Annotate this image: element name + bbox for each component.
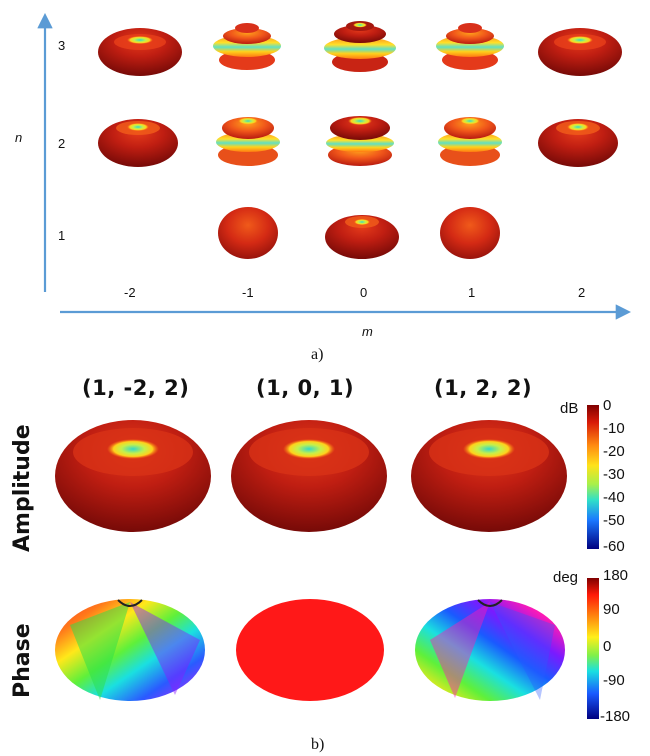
pattern-n1-m-1: [218, 207, 278, 259]
amp-tick-4: -40: [603, 489, 625, 506]
amp-tick-2: -20: [603, 443, 625, 460]
n-axis-label: n: [15, 130, 23, 145]
amp-tick-3: -30: [603, 466, 625, 483]
pattern-n3-m1: [436, 23, 504, 70]
phase-tick-180: 180: [603, 567, 629, 584]
amp-tick-5: -50: [603, 512, 625, 529]
caption-a: a): [311, 346, 324, 363]
pattern-n1-m1: [440, 207, 500, 259]
row-label-phase: Phase: [10, 623, 35, 698]
phase-tick-0: 0: [603, 638, 612, 655]
m-tick-minus1: -1: [242, 285, 254, 300]
phase-tick-90: 90: [603, 601, 620, 618]
caption-b: b): [311, 736, 325, 753]
phase-tick-minus180: -180: [600, 708, 631, 725]
pattern-n3-m2: [538, 28, 622, 76]
amplitude-pattern-2: [231, 420, 387, 532]
pattern-n3-m-2: [98, 28, 182, 76]
phase-colorbar: [587, 578, 599, 719]
n-tick-2: 2: [58, 136, 66, 151]
pattern-n3-m0: [324, 21, 396, 72]
pattern-n2-m-1: [216, 117, 280, 166]
amplitude-colorbar-unit: dB: [560, 400, 579, 417]
panel-a-axes: [37, 12, 632, 320]
phase-pattern-1: [55, 599, 205, 701]
pattern-n2-m1: [438, 117, 502, 166]
m-tick-0: 0: [360, 285, 368, 300]
n-tick-3: 3: [58, 38, 66, 53]
phase-tick-minus90: -90: [603, 672, 625, 689]
amplitude-pattern-3: [411, 420, 567, 532]
pattern-n2-m0: [326, 116, 394, 166]
phase-colorbar-unit: deg: [553, 569, 579, 586]
amplitude-colorbar: [587, 405, 599, 549]
phase-pattern-2: [236, 599, 384, 701]
m-tick-2: 2: [578, 285, 586, 300]
amp-tick-1: -10: [603, 420, 625, 437]
pattern-n3-m-1: [213, 23, 281, 70]
n-tick-1: 1: [58, 228, 66, 243]
column-header-2: (1, 0, 1): [256, 376, 355, 400]
amplitude-pattern-1: [55, 420, 211, 532]
amp-tick-0: 0: [603, 397, 612, 414]
m-tick-1: 1: [468, 285, 476, 300]
column-header-3: (1, 2, 2): [434, 376, 533, 400]
amp-tick-6: -60: [603, 538, 625, 555]
m-tick-minus2: -2: [124, 285, 136, 300]
column-header-1: (1, -2, 2): [82, 376, 190, 400]
pattern-n2-m-2: [98, 119, 178, 167]
pattern-n1-m0: [325, 215, 399, 259]
phase-pattern-3: [415, 599, 565, 701]
m-axis-label: m: [362, 324, 373, 339]
pattern-n2-m2: [538, 119, 618, 167]
row-label-amplitude: Amplitude: [10, 424, 35, 552]
